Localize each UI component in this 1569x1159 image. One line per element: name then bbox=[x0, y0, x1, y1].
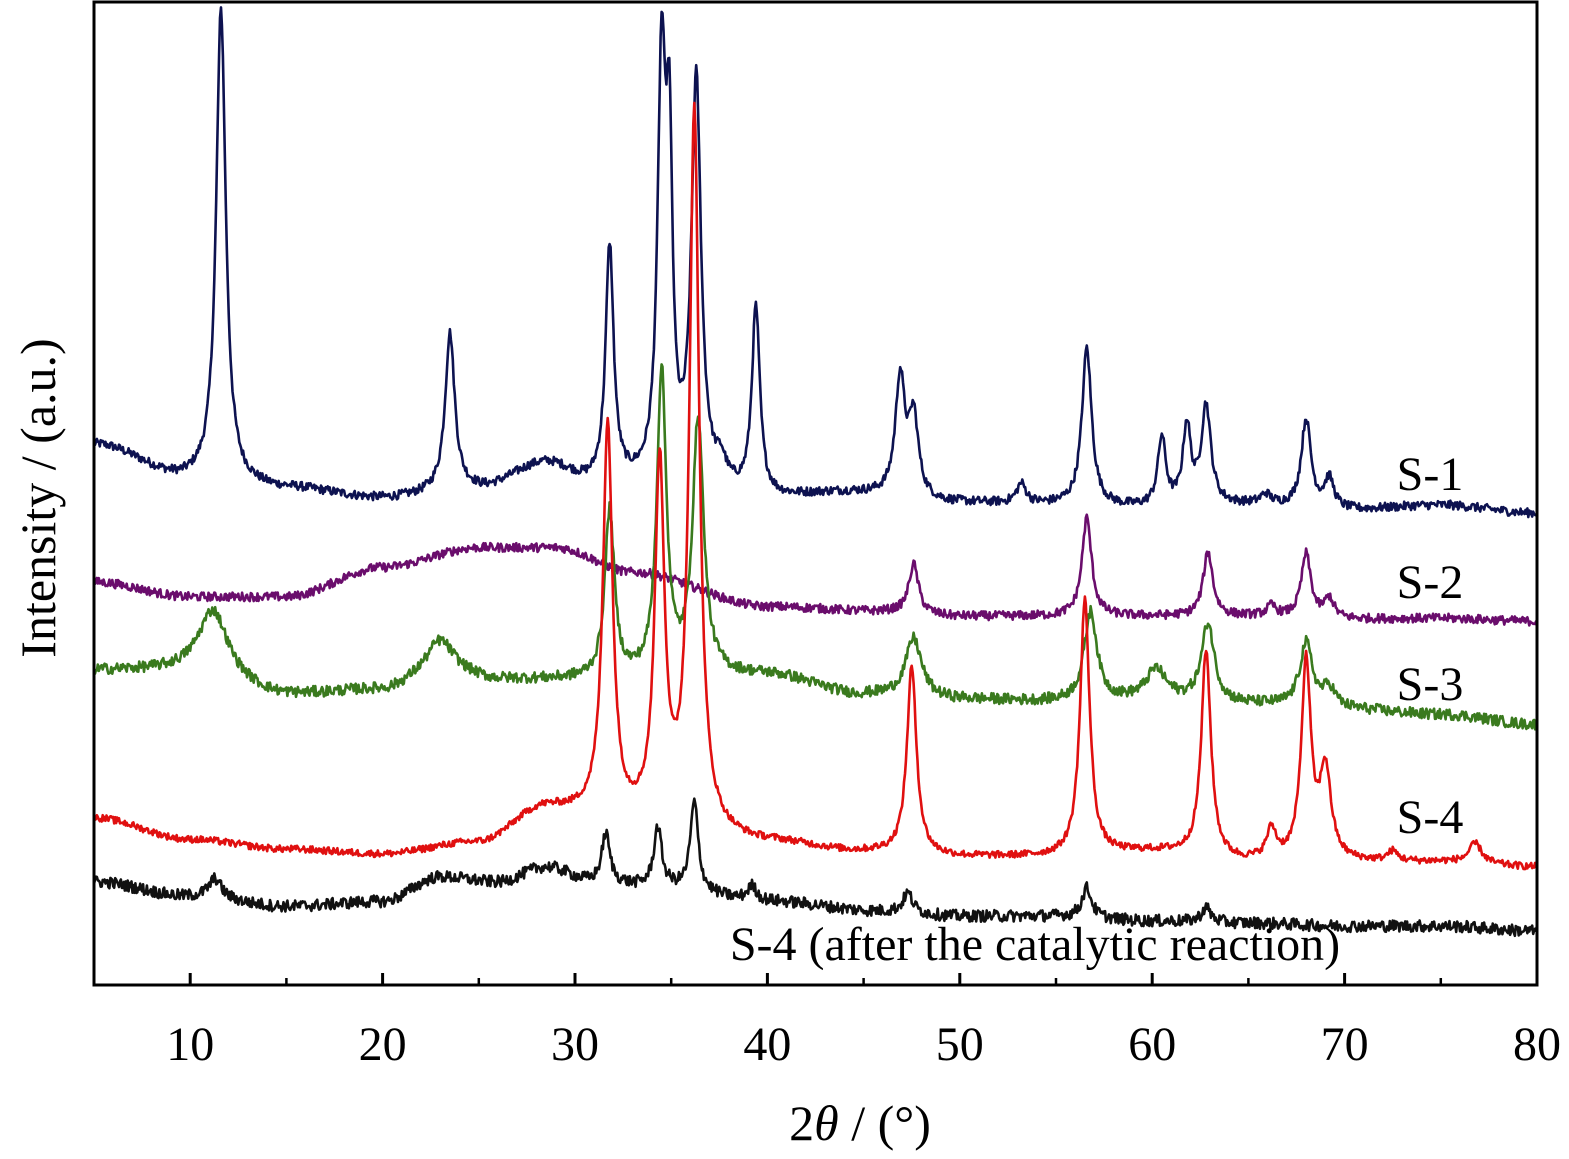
x-tick-label-30: 30 bbox=[551, 1018, 599, 1071]
x-tick-label-40: 40 bbox=[743, 1018, 791, 1071]
series-label-1: S-2 bbox=[1397, 556, 1464, 609]
series-line-2 bbox=[92, 363, 1539, 731]
label-layer: S-1 S-2 S-3 S-4 S-4 (after the catalytic rea… bbox=[730, 448, 1464, 971]
tick-layer: 10 20 30 40 50 60 70 80 bbox=[166, 973, 1561, 1071]
series-label-3: S-4 bbox=[1397, 791, 1464, 844]
series-layer bbox=[92, 6, 1539, 938]
series-label-0: S-1 bbox=[1397, 448, 1464, 501]
x-tick-label-20: 20 bbox=[359, 1018, 407, 1071]
x-tick-label-50: 50 bbox=[936, 1018, 984, 1071]
x-axis-title: 2θ / (°) bbox=[789, 1095, 931, 1151]
series-label-4: S-4 (after the catalytic reaction) bbox=[730, 918, 1340, 971]
series-line-4 bbox=[92, 797, 1539, 938]
series-label-2: S-3 bbox=[1397, 658, 1464, 711]
series-line-0 bbox=[92, 6, 1538, 519]
y-axis-title: Intensity / (a.u.) bbox=[10, 338, 66, 657]
x-tick-label-60: 60 bbox=[1128, 1018, 1176, 1071]
x-axis-title-theta: θ bbox=[814, 1095, 839, 1151]
plot-frame bbox=[92, 0, 1539, 987]
x-tick-label-10: 10 bbox=[166, 1018, 214, 1071]
series-line-1 bbox=[92, 513, 1539, 627]
x-tick-label-80: 80 bbox=[1513, 1018, 1561, 1071]
x-axis-title-suffix: / (°) bbox=[839, 1095, 931, 1151]
x-axis-title-prefix: 2 bbox=[789, 1095, 814, 1151]
x-tick-label-70: 70 bbox=[1321, 1018, 1369, 1071]
series-line-3 bbox=[93, 101, 1539, 871]
